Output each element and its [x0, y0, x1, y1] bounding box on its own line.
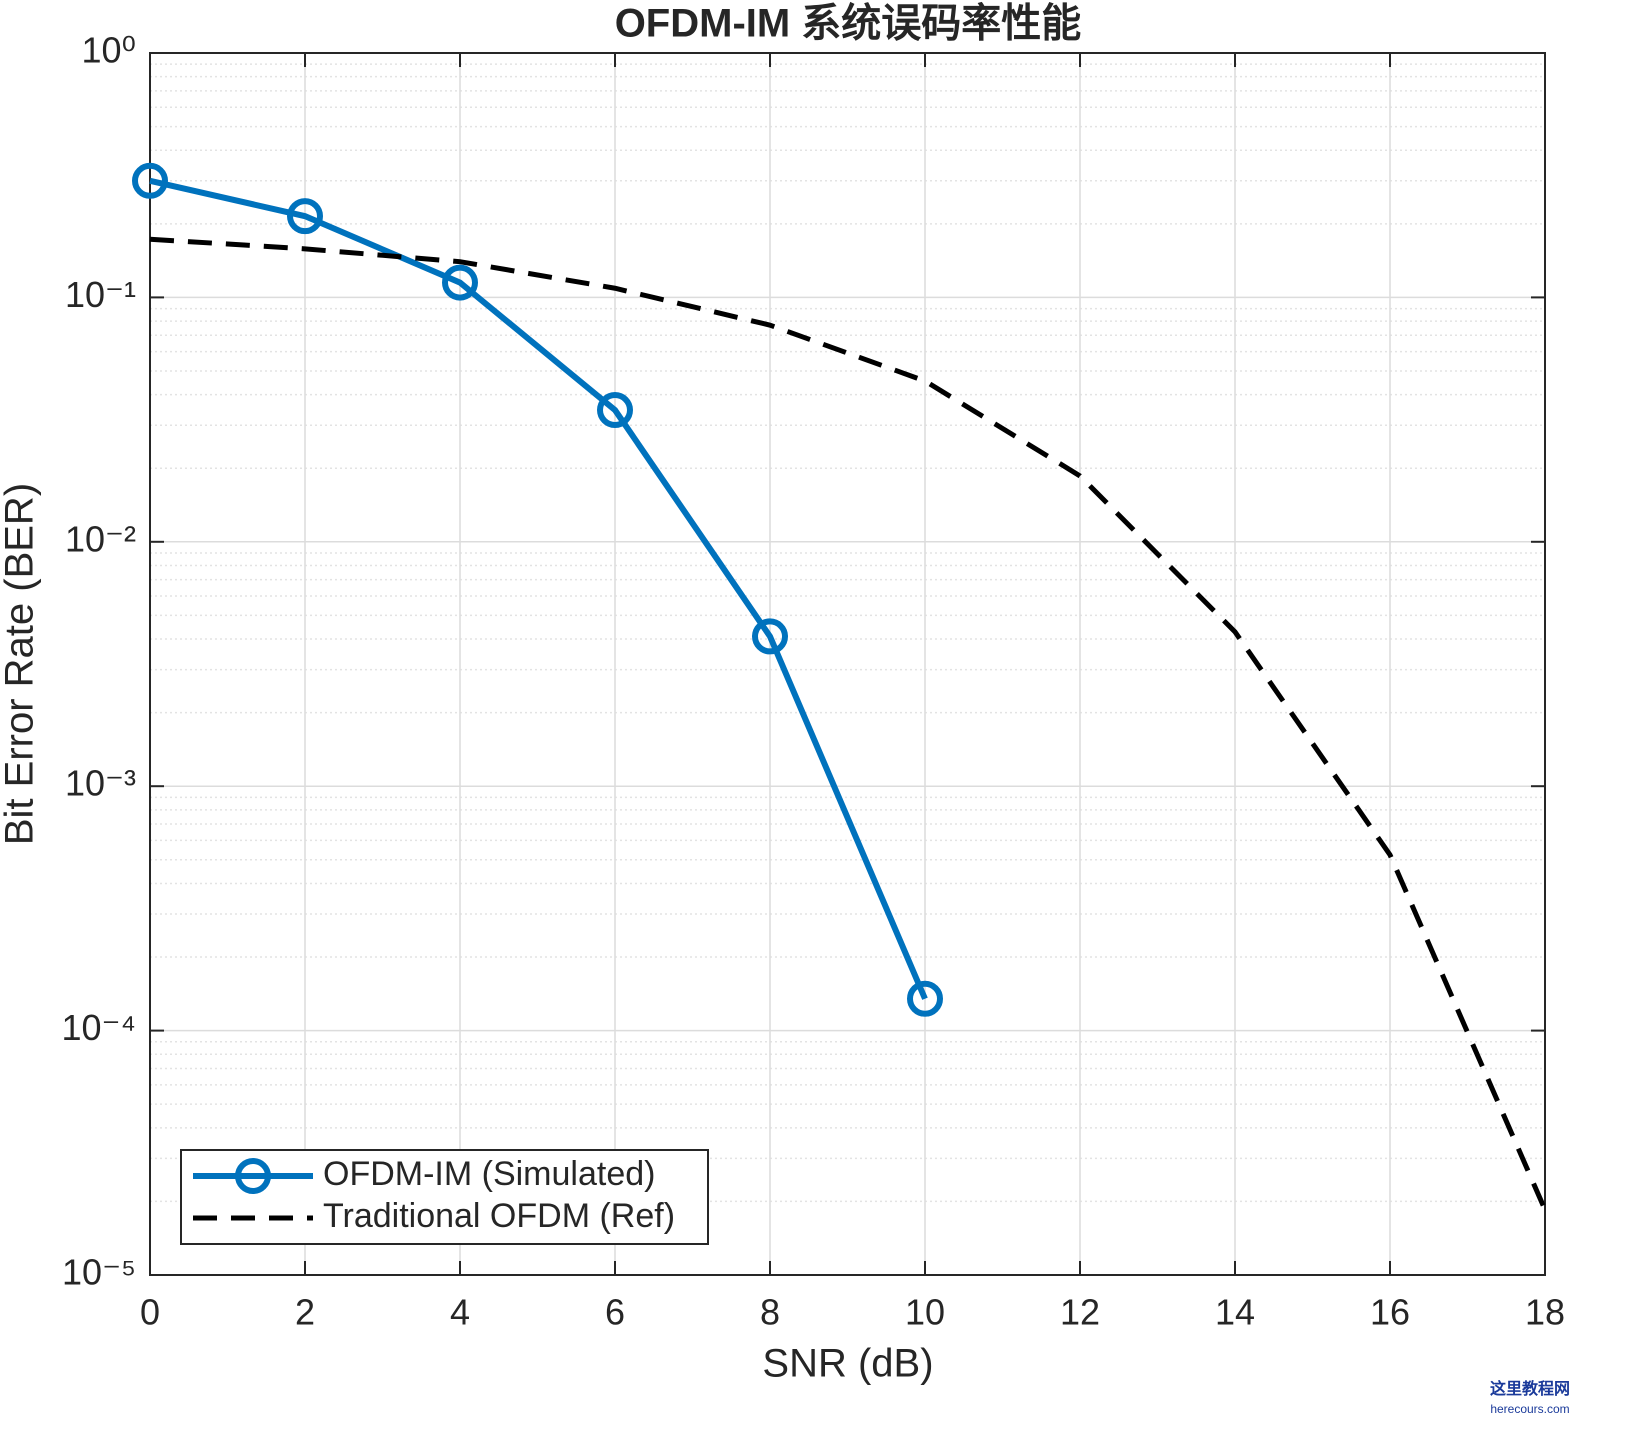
watermark-url: herecours.com — [1490, 1402, 1569, 1416]
x-tick-label: 18 — [1525, 1292, 1565, 1333]
legend-marker — [235, 1158, 271, 1194]
x-tick-label: 12 — [1060, 1292, 1100, 1333]
x-tick-label: 14 — [1215, 1292, 1255, 1333]
marker — [597, 392, 633, 429]
y-tick-label: 10⁻³ — [65, 763, 136, 804]
x-tick-label: 8 — [760, 1292, 780, 1333]
y-tick-label: 10⁰ — [82, 30, 136, 71]
y-tick-label: 10⁻¹ — [65, 274, 136, 315]
y-axis-label: Bit Error Rate (BER) — [0, 483, 42, 845]
legend: OFDM-IM (Simulated) Traditional OFDM (Ref… — [180, 1149, 709, 1245]
marker — [287, 198, 323, 235]
x-tick-label: 10 — [905, 1292, 945, 1333]
legend-label: Traditional OFDM (Ref) — [323, 1197, 675, 1235]
x-tick-label: 4 — [450, 1292, 470, 1333]
series-line — [149, 177, 928, 1000]
series-line — [149, 236, 1548, 1211]
marker — [907, 980, 943, 1017]
x-axis-label: SNR (dB) — [762, 1342, 933, 1386]
legend-box — [180, 1149, 709, 1245]
y-tick-label: 10⁻⁵ — [62, 1252, 136, 1293]
watermark: 这里教程网 — [1490, 1379, 1570, 1398]
marker — [132, 162, 168, 199]
y-tick-label: 10⁻² — [65, 518, 136, 559]
x-tick-label: 6 — [605, 1292, 625, 1333]
x-tick-label: 2 — [295, 1292, 315, 1333]
marker — [442, 264, 478, 301]
chart-title: OFDM-IM 系统误码率性能 — [615, 2, 1082, 46]
marker — [752, 618, 788, 655]
axes-box — [149, 52, 1546, 1276]
y-tick-label: 10⁻⁴ — [61, 1007, 136, 1048]
legend-label: OFDM-IM (Simulated) — [323, 1155, 655, 1193]
x-tick-label: 0 — [140, 1292, 160, 1333]
x-tick-label: 16 — [1370, 1292, 1410, 1333]
